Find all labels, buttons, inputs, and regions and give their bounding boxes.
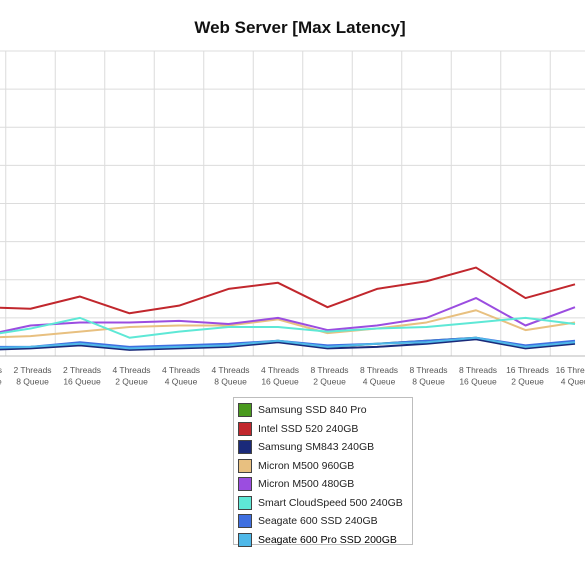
- x-tick-label: 16 Queue: [0, 377, 2, 387]
- legend-item[interactable]: Micron M500 480GB: [234, 475, 412, 494]
- series-line-smart-cloudspeed-500-240gb: [0, 316, 576, 339]
- x-tick-label: 4 Threads: [261, 365, 299, 375]
- legend-item[interactable]: Samsung SSD 840 Pro: [234, 401, 412, 420]
- line-chart: 1 Threads 16 Queue 2 Threads 8 Queue 2 Threa…: [0, 50, 585, 387]
- legend-swatch: [238, 477, 252, 492]
- legend: Samsung SSD 840 Pro Intel SSD 520 240GB Sa…: [233, 397, 413, 547]
- x-tick-label: 4 Threads: [112, 365, 150, 375]
- x-tick-label: 16 Queue: [459, 377, 497, 387]
- legend-swatch: [238, 403, 252, 418]
- series-line-samsung-sm843-240gb: [0, 338, 576, 351]
- series-line-micron-m500-960gb: [0, 309, 576, 339]
- legend-label: Samsung SSD 840 Pro: [258, 404, 367, 417]
- x-tick-label: 2 Queue: [511, 377, 544, 387]
- x-tick-label: 8 Queue: [412, 377, 445, 387]
- legend-swatch: [238, 421, 252, 436]
- legend-swatch: [238, 514, 252, 529]
- legend-item[interactable]: Intel SSD 520 240GB: [234, 420, 412, 439]
- series-lines: [0, 266, 576, 351]
- x-tick-label: 16 Threads: [556, 365, 585, 375]
- series-line-seagate-600-pro-ssd-200gb: [0, 336, 576, 350]
- x-tick-label: 4 Threads: [162, 365, 200, 375]
- x-tick-label: 16 Threads: [506, 365, 549, 375]
- legend-swatch: [238, 440, 252, 455]
- x-tick-label: 8 Threads: [310, 365, 348, 375]
- x-tick-label: 1 Threads: [0, 365, 2, 375]
- x-tick-label: 16 Queue: [261, 377, 299, 387]
- legend-label: Micron M500 960GB: [258, 459, 355, 472]
- x-tick-label: 8 Threads: [409, 365, 447, 375]
- legend-swatch: [238, 495, 252, 510]
- x-tick-label: 8 Threads: [360, 365, 398, 375]
- legend-swatch: [238, 532, 252, 547]
- legend-swatch: [238, 458, 252, 473]
- x-tick-label: 8 Queue: [16, 377, 49, 387]
- legend-item[interactable]: Seagate 600 SSD 240GB: [234, 512, 412, 531]
- x-tick-label: 2 Threads: [13, 365, 51, 375]
- legend-label: Samsung SM843 240GB: [258, 441, 375, 454]
- x-tick-label: 4 Queue: [363, 377, 396, 387]
- series-line-intel-ssd-520-240gb: [0, 266, 576, 315]
- x-tick-label: 4 Queue: [165, 377, 198, 387]
- legend-label: Intel SSD 520 240GB: [258, 422, 359, 435]
- x-tick-label: 4 Queue: [561, 377, 585, 387]
- x-tick-labels: 1 Threads 16 Queue 2 Threads 8 Queue 2 Threa…: [0, 365, 585, 387]
- x-tick-label: 2 Threads: [63, 365, 101, 375]
- legend-item[interactable]: Smart CloudSpeed 500 240GB: [234, 494, 412, 513]
- x-tick-label: 16 Queue: [63, 377, 101, 387]
- legend-item[interactable]: Micron M500 960GB: [234, 457, 412, 476]
- legend-item[interactable]: Samsung SM843 240GB: [234, 438, 412, 457]
- x-tick-label: 4 Threads: [211, 365, 249, 375]
- x-tick-label: 8 Queue: [214, 377, 247, 387]
- legend-label: Seagate 600 Pro SSD 200GB: [258, 533, 397, 546]
- x-tick-label: 8 Threads: [459, 365, 497, 375]
- legend-label: Micron M500 480GB: [258, 478, 355, 491]
- legend-item[interactable]: Seagate 600 Pro SSD 200GB: [234, 531, 412, 550]
- legend-label: Seagate 600 SSD 240GB: [258, 515, 378, 528]
- x-tick-label: 2 Queue: [313, 377, 346, 387]
- x-tick-label: 2 Queue: [115, 377, 148, 387]
- series-line-micron-m500-480gb: [0, 297, 576, 334]
- chart-title: Web Server [Max Latency]: [194, 18, 406, 37]
- legend-label: Smart CloudSpeed 500 240GB: [258, 496, 403, 509]
